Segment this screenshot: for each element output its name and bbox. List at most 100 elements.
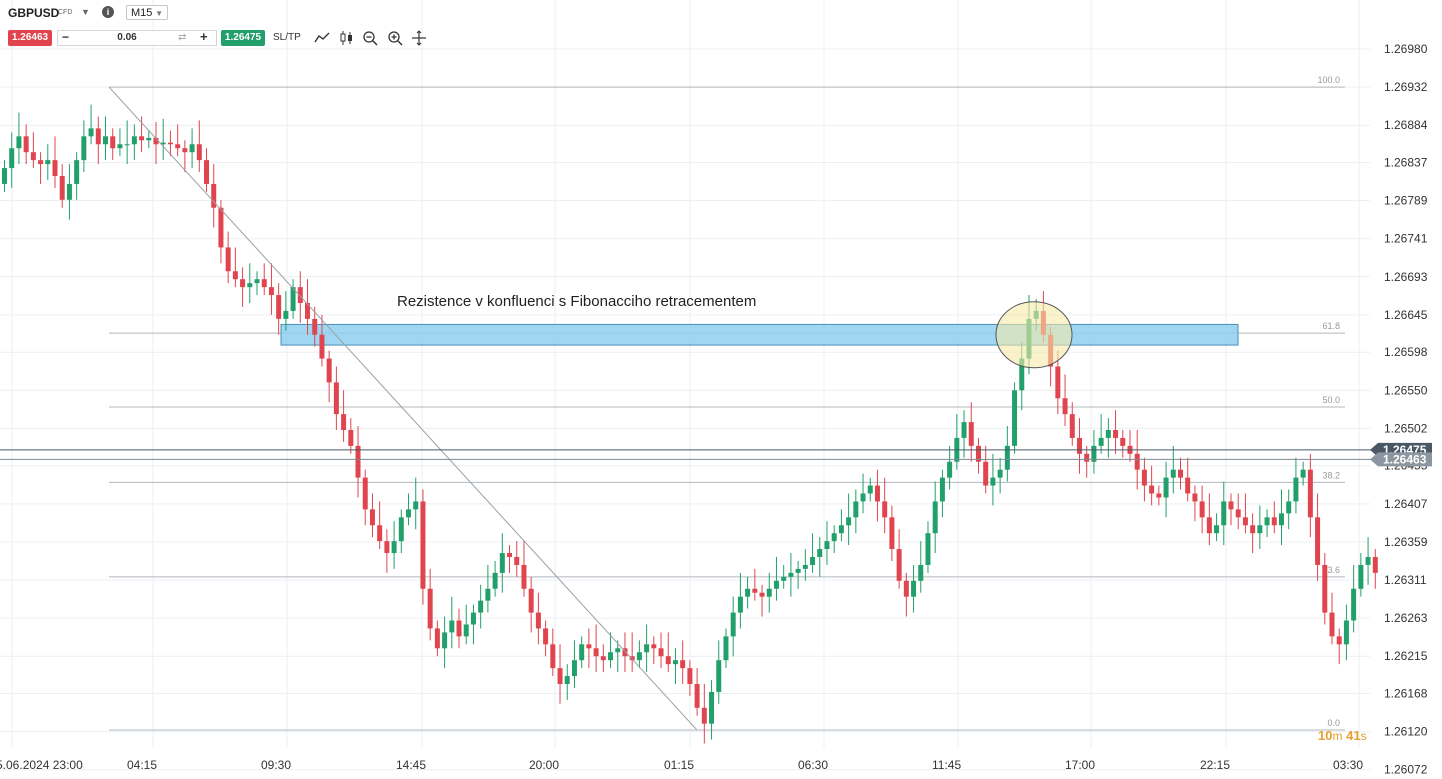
- candle-body: [1069, 414, 1075, 438]
- price-tick-label: 1.26407: [1384, 497, 1428, 511]
- price-tick-label: 1.26311: [1384, 573, 1427, 587]
- decrease-quantity-button[interactable]: −: [62, 30, 70, 44]
- candle-body: [1134, 453, 1140, 470]
- quantity-input[interactable]: 0.06: [117, 32, 137, 43]
- zoom-in-icon[interactable]: [386, 29, 404, 47]
- bid-price-tag: [1370, 452, 1432, 467]
- candle-body: [196, 144, 202, 161]
- candle-body: [1315, 517, 1321, 565]
- info-icon[interactable]: i: [102, 6, 114, 18]
- candle-body: [802, 564, 808, 569]
- candle-body: [564, 676, 570, 684]
- candle-body: [88, 128, 94, 137]
- candle-body: [30, 152, 36, 161]
- time-tick-label: 09:30: [261, 758, 291, 772]
- candle-body: [701, 707, 707, 724]
- price-axis[interactable]: 1.26980 1.26932 1.26884 1.26837 1.26789 1.267…: [1370, 42, 1432, 777]
- crosshair-icon[interactable]: [410, 29, 428, 47]
- candle-body: [874, 485, 880, 502]
- candle-body: [81, 136, 87, 161]
- candle-body: [1250, 525, 1256, 534]
- resistance-zone[interactable]: [280, 323, 1239, 346]
- candle-body: [442, 632, 448, 649]
- candle-body: [117, 144, 123, 149]
- candle-body: [470, 612, 476, 625]
- candle-body: [59, 176, 65, 200]
- candle-body: [2, 168, 7, 184]
- timeframe-value: M15: [131, 7, 153, 19]
- candle-body: [716, 660, 722, 692]
- zoom-out-icon[interactable]: [361, 29, 379, 47]
- candle-body: [1351, 588, 1357, 621]
- candle-body: [651, 644, 657, 649]
- candle-body: [1019, 358, 1025, 391]
- candle-body: [932, 501, 938, 534]
- candle-body: [449, 620, 455, 633]
- candle-body: [629, 656, 635, 661]
- candle-body: [600, 656, 606, 661]
- candle-body: [723, 636, 729, 661]
- candle-body: [1055, 366, 1061, 399]
- candle-body: [543, 628, 549, 645]
- candle-body: [456, 620, 462, 637]
- symbol-type-label: CFD: [58, 9, 73, 16]
- price-tick-label: 1.26502: [1384, 421, 1428, 435]
- time-tick-label: 01:15: [664, 758, 694, 772]
- candle-body: [406, 509, 412, 518]
- candle-body: [579, 644, 585, 661]
- candle-body: [961, 422, 967, 438]
- candle-body: [615, 648, 621, 653]
- highlight-ellipse[interactable]: [995, 301, 1073, 369]
- candle-body: [434, 628, 440, 649]
- candle-body: [658, 648, 664, 657]
- candle-body: [644, 644, 650, 653]
- candle-body: [1271, 517, 1277, 526]
- candle-body: [838, 525, 844, 534]
- candle-body: [867, 485, 873, 494]
- candle-body: [478, 600, 484, 613]
- price-tick-label: 1.26884: [1384, 118, 1428, 132]
- fibonacci-retracement[interactable]: 100.0 61.8 50.0 38.2 23.6 0.0: [109, 75, 1345, 731]
- candle-body: [709, 691, 715, 724]
- price-tick-label: 1.26263: [1384, 611, 1428, 625]
- time-axis[interactable]: 5.06.2024 23:00 04:15 09:30 14:45 20:00 01:15…: [0, 758, 1363, 772]
- candle-body: [341, 414, 347, 430]
- price-tick-label: 1.26980: [1384, 42, 1428, 56]
- candle-body: [528, 588, 534, 613]
- line-chart-icon[interactable]: [313, 29, 331, 47]
- price-tick-label: 1.26741: [1384, 232, 1428, 246]
- sell-button[interactable]: 1.26463: [8, 30, 52, 46]
- candle-body: [124, 144, 130, 146]
- candle-body: [990, 477, 996, 486]
- candle-body: [1084, 453, 1090, 462]
- candle-body: [283, 310, 289, 319]
- candle-body: [1365, 557, 1371, 565]
- fib-level-label: 38.2: [1322, 470, 1340, 480]
- candle-body: [182, 148, 188, 153]
- chevron-down-icon[interactable]: ▼: [81, 7, 90, 17]
- candle-body: [276, 295, 282, 319]
- candle-body: [752, 588, 758, 593]
- candlestick-icon[interactable]: [338, 29, 356, 47]
- candle-body: [680, 660, 686, 669]
- candle-body: [384, 541, 390, 554]
- candle-body: [831, 533, 837, 542]
- candle-body: [131, 136, 137, 145]
- fib-trendline[interactable]: [108, 86, 698, 731]
- swap-icon[interactable]: ⇄: [178, 32, 187, 43]
- buy-button[interactable]: 1.26475: [221, 30, 265, 46]
- fib-level-label: 50.0: [1322, 395, 1340, 405]
- annotation-text[interactable]: Rezistence v konfluenci s Fibonacciho re…: [397, 293, 756, 310]
- candle-body: [398, 517, 404, 542]
- symbol-label[interactable]: GBPUSD: [8, 6, 60, 20]
- timeframe-select[interactable]: M15 ▼: [126, 5, 168, 20]
- sltp-button[interactable]: SL/TP: [273, 32, 301, 43]
- fib-level-label: 0.0: [1327, 718, 1340, 728]
- candle-body: [1192, 493, 1198, 502]
- chart-grid: [0, 0, 1370, 771]
- candle-body: [1120, 437, 1126, 446]
- time-tick-label: 11:45: [932, 758, 961, 772]
- increase-quantity-button[interactable]: +: [200, 29, 208, 44]
- quantity-stepper[interactable]: − 0.06 ⇄: [57, 30, 217, 46]
